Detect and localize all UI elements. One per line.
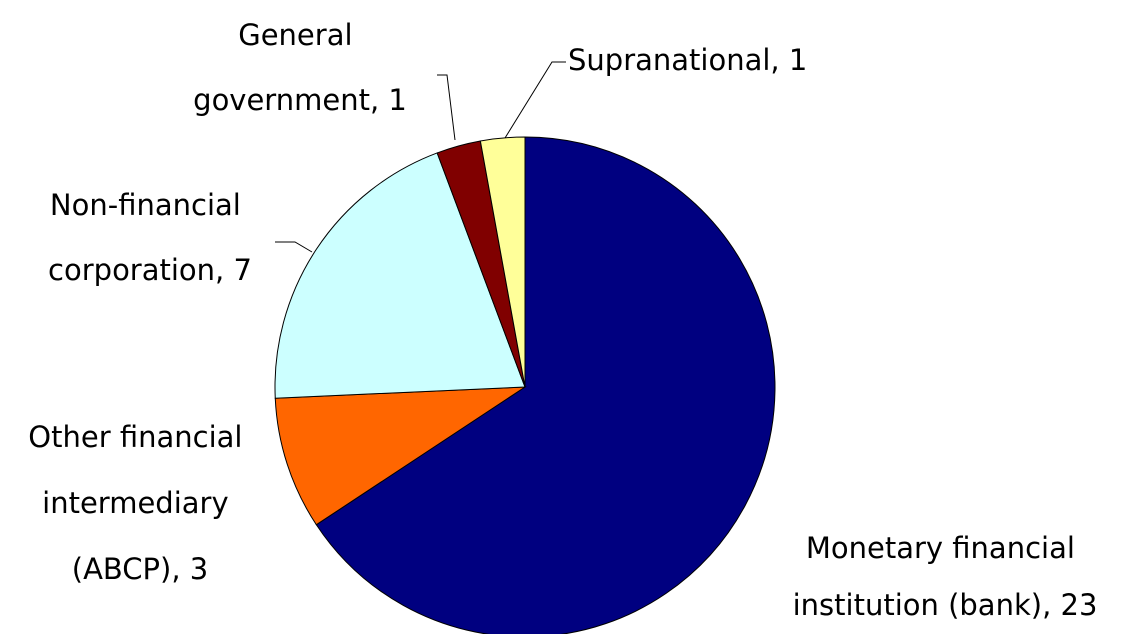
label-line: institution (bank), 23 xyxy=(793,588,1098,622)
pie-slice xyxy=(274,152,526,399)
label-line: Supranational, 1 xyxy=(568,43,807,77)
slice-label: Monetary financial institution (bank), 2… xyxy=(793,531,1098,622)
leader-line xyxy=(437,74,456,141)
label-line: Non-financial xyxy=(50,188,250,222)
pie-slice xyxy=(479,136,526,388)
slice-label: Supranational, 1 xyxy=(568,43,807,77)
slice-label: Non-financial corporation, 7 xyxy=(48,188,252,287)
slice-label: General government, 1 xyxy=(193,18,407,117)
label-line: government, 1 xyxy=(193,83,407,117)
pie-slice xyxy=(315,136,776,634)
label-line: intermediary xyxy=(42,486,238,520)
label-line: General xyxy=(238,18,362,52)
label-line: corporation, 7 xyxy=(48,253,252,287)
leader-line xyxy=(275,241,313,253)
label-line: Other financial xyxy=(28,420,251,454)
label-line: Monetary financial xyxy=(806,531,1084,565)
label-line: (ABCP), 3 xyxy=(72,552,208,586)
slice-label: Other financial intermediary (ABCP), 3 xyxy=(28,420,251,586)
leader-line xyxy=(504,61,566,139)
pie-slice xyxy=(274,386,527,526)
